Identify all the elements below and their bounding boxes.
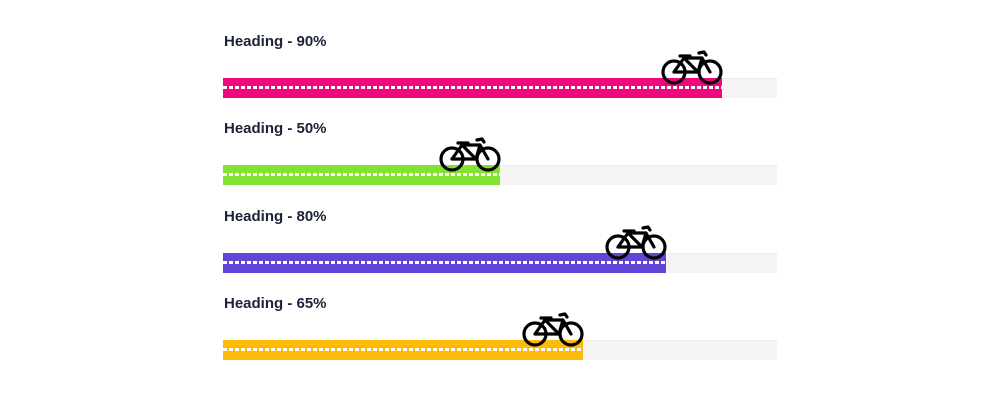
progress-item-4: Heading - 65% <box>223 295 777 365</box>
progress-dashes <box>223 348 583 351</box>
progress-dashes <box>223 173 500 176</box>
progress-bar-list: Heading - 90% Heading - 50% Heading - 80… <box>223 0 777 400</box>
progress-dashes <box>223 261 666 264</box>
progress-item-2: Heading - 50% <box>223 120 777 190</box>
progress-heading: Heading - 90% <box>224 33 327 50</box>
progress-fill <box>223 78 722 98</box>
progress-fill <box>223 340 583 360</box>
progress-item-1: Heading - 90% <box>223 33 777 103</box>
progress-item-3: Heading - 80% <box>223 208 777 278</box>
progress-fill <box>223 253 666 273</box>
bicycle-icon <box>660 47 724 87</box>
progress-heading: Heading - 65% <box>224 295 327 312</box>
progress-fill <box>223 165 500 185</box>
progress-heading: Heading - 80% <box>224 208 327 225</box>
progress-dashes <box>223 86 722 89</box>
bicycle-icon <box>521 309 585 349</box>
bicycle-icon <box>438 134 502 174</box>
bicycle-icon <box>604 222 668 262</box>
progress-heading: Heading - 50% <box>224 120 327 137</box>
